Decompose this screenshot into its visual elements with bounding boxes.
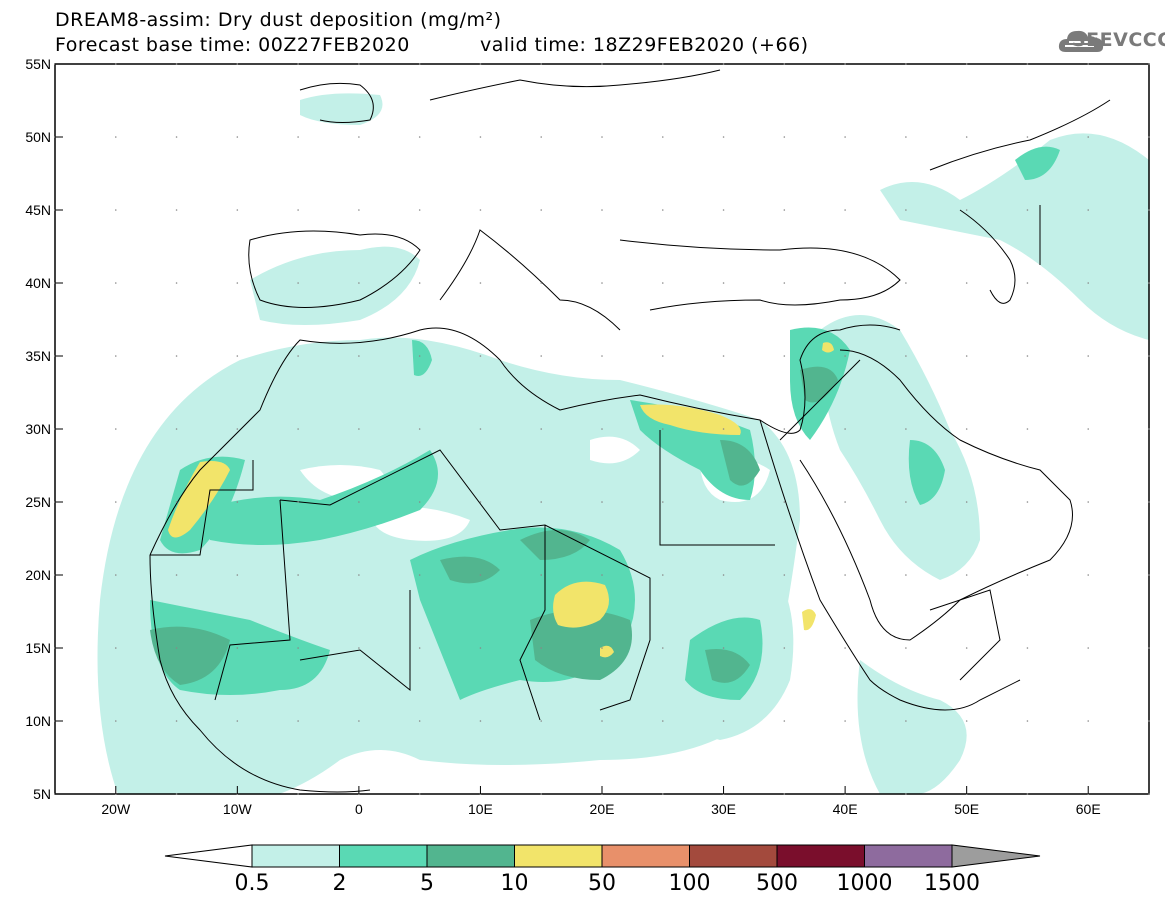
y-axis-labels: 55N 50N 45N 40N 35N 30N 25N 20N 15N 10N 5N: [25, 56, 51, 802]
dust-region-iberia: [250, 246, 420, 325]
x-tick-label: 0: [355, 801, 363, 817]
axis-ticks: [55, 63, 1089, 795]
map-title: DREAM8-assim: Dry dust deposition (mg/m²…: [55, 9, 502, 31]
x-axis-labels: 20W 10W 0 10E 20E 30E 40E 50E 60E: [101, 801, 1100, 817]
y-tick-label: 15N: [25, 640, 51, 656]
colorbar-bin: [339, 844, 428, 868]
x-tick-label: 10E: [468, 801, 493, 817]
colorbar-bin: [689, 844, 778, 868]
dust-max-libya-coast: [640, 404, 741, 435]
dust-region-uk: [300, 93, 383, 125]
colorbar-label: 10: [501, 871, 529, 896]
colorbar-label: 1500: [924, 871, 980, 896]
logo-text: SEEVCCC: [1072, 29, 1165, 51]
y-tick-label: 10N: [25, 713, 51, 729]
valid-time: valid time: 18Z29FEB2020 (+66): [480, 34, 809, 56]
colorbar: 0.5 2 5 10 50 100 500 1000 1500: [164, 844, 1041, 896]
y-tick-label: 5N: [33, 786, 51, 802]
colorbar-label: 100: [669, 871, 711, 896]
coastlines: [149, 69, 1111, 793]
y-tick-label: 35N: [25, 348, 51, 364]
dust-max-western-sahara: [168, 461, 230, 538]
y-tick-label: 45N: [25, 202, 51, 218]
y-tick-label: 50N: [25, 129, 51, 145]
x-tick-label: 10W: [223, 801, 253, 817]
colorbar-label: 5: [420, 871, 434, 896]
grid-dots: [54, 63, 1150, 795]
dust-region-arabia: [820, 315, 980, 580]
x-tick-label: 30E: [711, 801, 736, 817]
forecast-base-time: Forecast base time: 00Z27FEB2020: [55, 34, 410, 56]
colorbar-bin: [251, 844, 340, 868]
cloud-icon: [1058, 30, 1104, 52]
x-tick-label: 20W: [101, 801, 131, 817]
colorbar-bin: [864, 844, 953, 868]
colorbar-label: 1000: [837, 871, 893, 896]
colorbar-bin: [514, 844, 603, 868]
x-tick-label: 60E: [1076, 801, 1101, 817]
y-tick-label: 55N: [25, 56, 51, 72]
colorbar-overflow: [951, 844, 1041, 868]
colorbar-label: 0.5: [235, 871, 270, 896]
dust-max-chad: [553, 581, 609, 628]
y-tick-label: 40N: [25, 275, 51, 291]
x-tick-label: 40E: [833, 801, 858, 817]
y-tick-label: 25N: [25, 494, 51, 510]
y-tick-label: 30N: [25, 421, 51, 437]
colorbar-bin: [776, 844, 865, 868]
colorbar-bin: [426, 844, 515, 868]
dust-region-caspian: [880, 133, 1149, 340]
y-tick-label: 20N: [25, 567, 51, 583]
x-tick-label: 50E: [954, 801, 979, 817]
x-tick-label: 20E: [590, 801, 615, 817]
colorbar-label: 2: [333, 871, 347, 896]
colorbar-underflow: [164, 844, 253, 868]
colorbar-label: 50: [588, 871, 616, 896]
dust-region-horn: [857, 660, 967, 794]
deposition-field: [97, 93, 1149, 794]
colorbar-label: 500: [756, 871, 798, 896]
colorbar-bin: [601, 844, 690, 868]
